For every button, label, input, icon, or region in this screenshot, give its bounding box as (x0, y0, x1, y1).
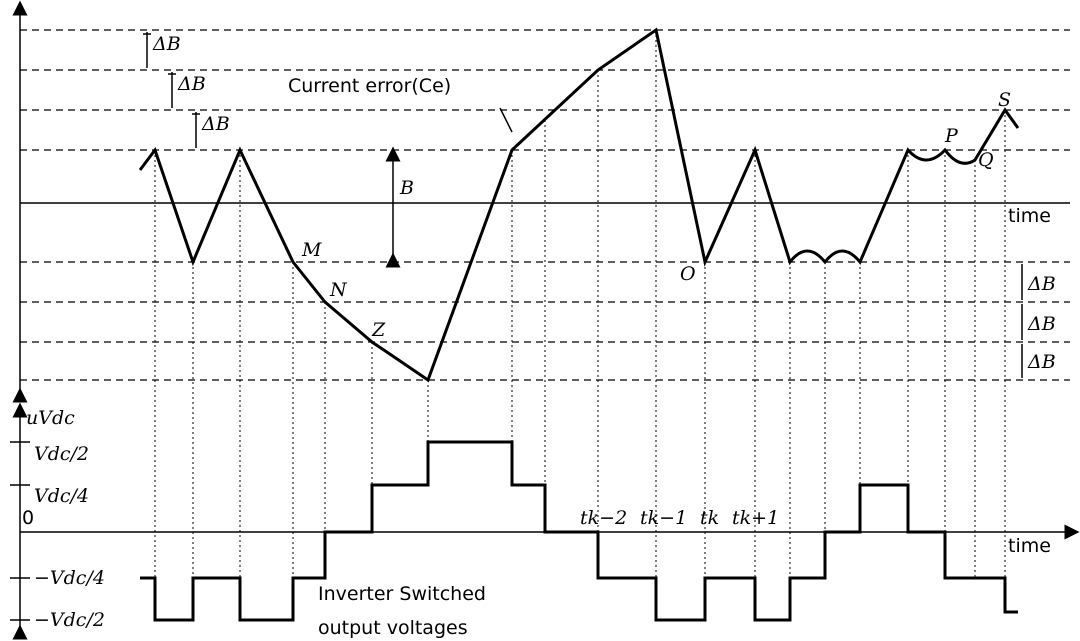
current-error-label: Current error(Ce) (288, 75, 451, 97)
caption: Inverter Switched (318, 583, 486, 605)
instant-label: tk−2 (580, 507, 627, 529)
delta-b: ΔB (1027, 351, 1056, 373)
voltage-waveform (140, 440, 1018, 622)
delta-b: ΔB (201, 113, 230, 135)
arrows (143, 32, 1023, 378)
instant-label: tk (700, 507, 719, 529)
point-label: Z (371, 319, 386, 341)
level-label: −Vdc/2 (34, 609, 105, 631)
point-label: N (329, 279, 348, 301)
point-label: O (680, 263, 696, 285)
grid (10, 0, 1080, 640)
caption: output voltages (318, 617, 468, 639)
voltage-axis-label: uVdc (26, 407, 75, 429)
point-label: S (998, 89, 1011, 111)
level-label: −Vdc/4 (34, 567, 105, 589)
delta-b: ΔB (1027, 273, 1056, 295)
instant-label: tk−1 (640, 507, 687, 529)
time-label: time (1008, 535, 1051, 557)
band-label: B (399, 177, 414, 199)
point-label: Q (978, 149, 994, 171)
labels: ΔB ΔB ΔB ΔB ΔB ΔB Current error(Ce) B ti… (22, 33, 1056, 639)
level-label: Vdc/2 (34, 443, 89, 465)
point-label: P (944, 125, 959, 147)
delta-b: ΔB (177, 73, 206, 95)
instant-label: tk+1 (732, 507, 779, 529)
current-error-waveform (138, 27, 1020, 383)
delta-b: ΔB (1027, 313, 1056, 335)
point-label: M (301, 239, 322, 261)
time-label: time (1008, 205, 1051, 227)
level-label: Vdc/4 (34, 485, 89, 507)
delta-b: ΔB (152, 33, 181, 55)
level-label: 0 (22, 507, 34, 529)
